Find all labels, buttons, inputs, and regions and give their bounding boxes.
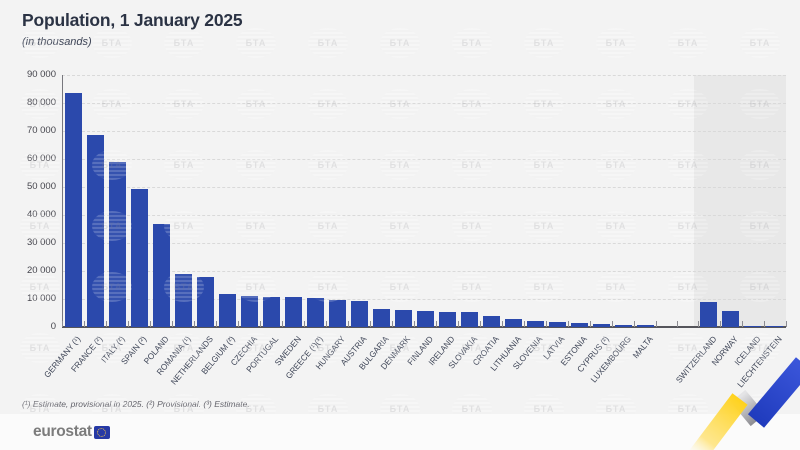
y-axis-tick-label: 90 000 [26,69,56,80]
x-axis-tick [260,321,261,327]
x-axis-tick [172,321,173,327]
x-axis-tick [656,321,657,327]
y-gridline [62,130,786,132]
x-axis-line [62,326,786,328]
y-axis-tick-label: 20 000 [26,265,56,276]
x-axis-tick [216,321,217,327]
x-axis-tick [634,321,635,327]
x-axis-tick [741,321,743,327]
bar-estonia [570,323,588,327]
y-gridline [62,186,786,188]
eurostat-logo-text: eurostat [33,423,92,440]
x-axis-tick [546,321,547,327]
y-axis-line [62,75,63,327]
bar-netherlands [196,276,214,327]
y-gridline [62,214,786,216]
x-axis-tick [676,321,678,327]
bar-romania [174,273,192,327]
y-axis-tick-label: 80 000 [26,97,56,108]
y-axis-tick-label: 0 [50,321,56,332]
bar-germany [64,92,82,327]
x-axis-tick [612,321,613,327]
x-axis-tick [150,321,151,327]
chart-title: Population, 1 January 2025 [22,10,243,30]
x-axis-tick [590,321,591,327]
x-axis-tick [414,321,415,327]
x-axis-tick [326,321,327,327]
x-axis-tick [524,321,525,327]
footer-strip [0,414,800,450]
chart-subtitle: (in thousands) [22,36,92,48]
x-axis-tick [370,321,371,327]
bar-finland [416,311,434,327]
x-axis-tick [106,321,107,327]
bar-belgium [218,293,236,327]
bar-ireland [438,311,456,327]
x-axis-tick [392,321,393,327]
x-axis-tick [304,321,305,327]
bar-malta [636,325,654,327]
bar-spain [130,189,148,327]
bar-denmark [394,310,412,327]
bar-lithuania [504,318,522,327]
eu-flag-stars [97,428,107,437]
bar-croatia [482,316,500,327]
bar-luxembourg [614,325,632,327]
bar-norway [722,311,739,327]
bar-liechtenstein [766,326,783,327]
bar-portugal [262,296,280,327]
x-axis-tick [785,321,787,327]
x-axis-tick [128,321,129,327]
x-axis-tick [436,321,437,327]
y-axis-tick-label: 50 000 [26,181,56,192]
y-gridline [62,242,786,244]
bar-slovenia [526,321,544,327]
x-axis-tick [194,321,195,327]
bar-latvia [548,321,566,327]
bar-france [86,134,104,327]
x-axis-tick [763,321,765,327]
y-gridline [62,102,786,104]
bar-austria [350,301,368,327]
bar-czechia [240,296,258,327]
y-axis-tick-label: 40 000 [26,209,56,220]
bar-cyprus [592,324,610,327]
x-axis-tick [62,321,63,327]
x-axis-tick [84,321,85,327]
y-axis-tick-label: 10 000 [26,293,56,304]
bar-bulgaria [372,308,390,327]
y-axis-tick-label: 60 000 [26,153,56,164]
bar-switzerland [700,301,717,327]
x-axis-label: MALTA [630,334,655,361]
bar-hungary [328,300,346,327]
efta-zone-shading [693,75,786,327]
bar-sweden [284,297,302,327]
eurostat-logo: eurostat [33,423,110,441]
x-axis-tick [480,321,481,327]
x-axis-tick [719,321,721,327]
eu-flag-icon [93,425,110,439]
y-axis-tick-label: 30 000 [26,237,56,248]
x-axis-tick [348,321,349,327]
bar-italy [108,161,126,327]
chart-footnote: (¹) Estimate, provisional in 2025. (²) P… [22,399,250,409]
bar-slovakia [460,311,478,327]
x-axis-tick [282,321,283,327]
bar-poland [152,224,170,327]
y-gridline [62,158,786,160]
bar-iceland [744,325,761,327]
bar-greece [306,297,324,327]
y-gridline [62,74,786,76]
x-axis-tick [502,321,503,327]
x-axis-tick [458,321,459,327]
x-axis-tick [238,321,239,327]
y-gridline [62,270,786,272]
x-axis-tick [697,321,699,327]
y-gridline [62,298,786,300]
y-axis-tick-label: 70 000 [26,125,56,136]
x-axis-tick [568,321,569,327]
